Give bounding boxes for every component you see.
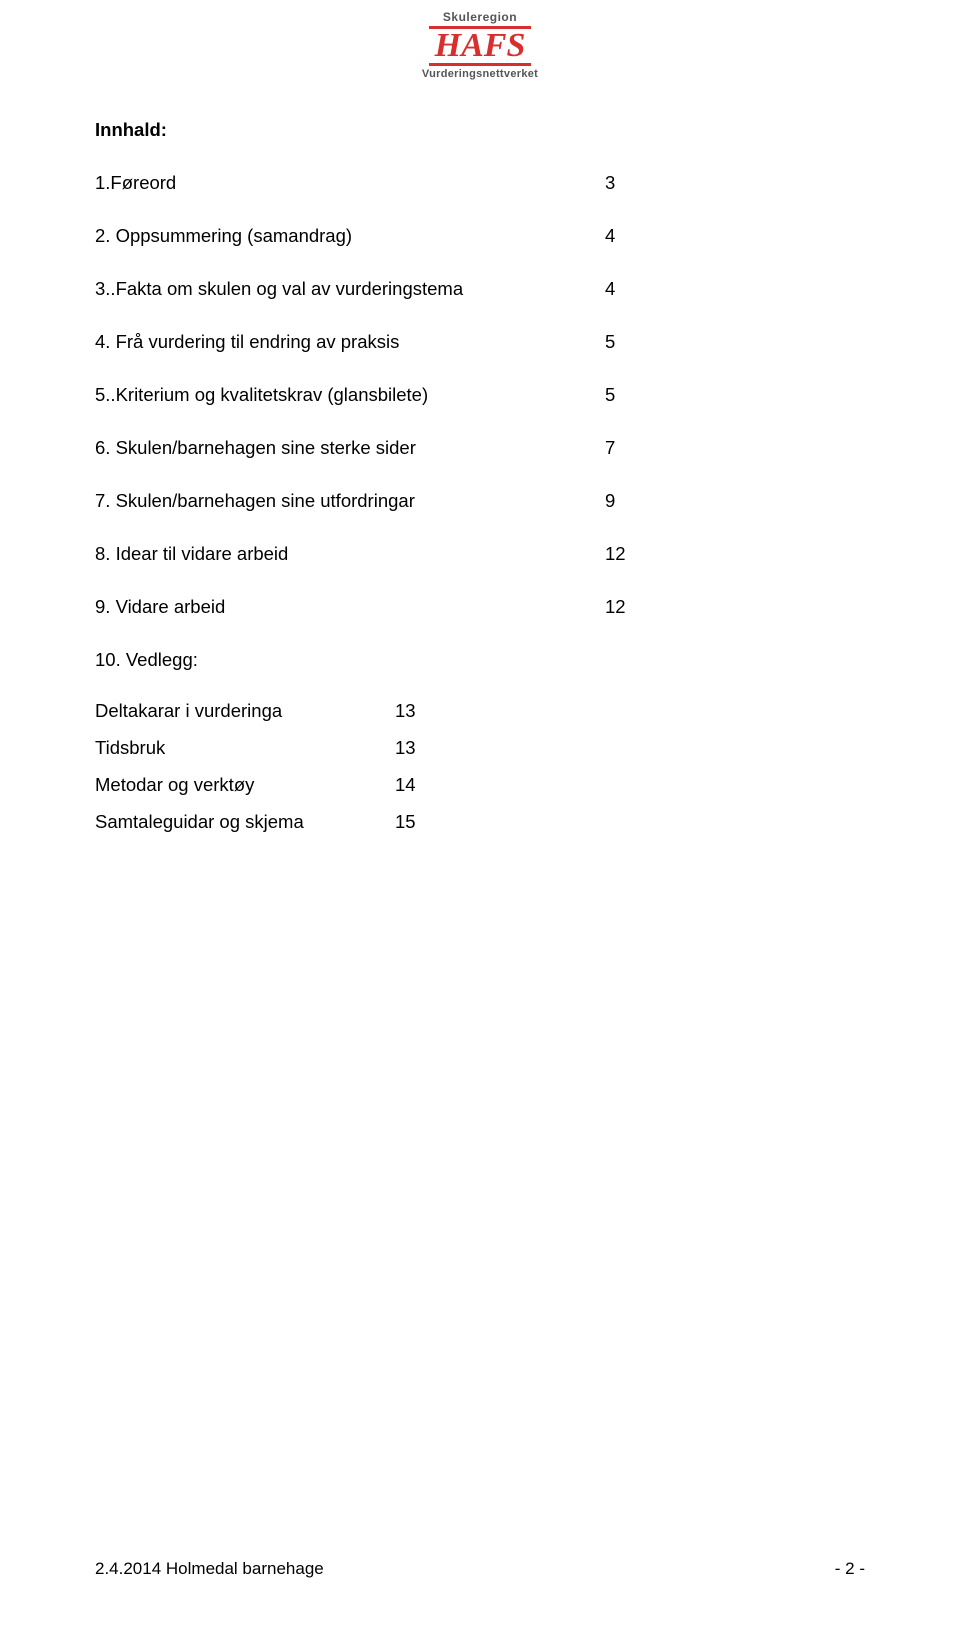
toc-page: 5 [605,330,645,355]
toc-label: 2. Oppsummering (samandrag) [95,224,605,249]
toc-row: 10. Vedlegg: [95,648,865,673]
toc-sub-row: Samtaleguidar og skjema 15 [95,810,865,835]
toc-label: 9. Vidare arbeid [95,595,605,620]
toc-sub-page: 14 [395,773,435,798]
toc-page: 7 [605,436,645,461]
toc-row: 9. Vidare arbeid 12 [95,595,865,620]
page-footer: 2.4.2014 Holmedal barnehage - 2 - [95,1559,865,1579]
toc-page: 4 [605,277,645,302]
toc-sub-block: Deltakarar i vurderinga 13 Tidsbruk 13 M… [95,699,865,835]
logo-brand: HAFS [360,26,600,66]
toc-sub-page: 15 [395,810,435,835]
toc-page: 5 [605,383,645,408]
toc-page [605,648,645,673]
toc-sub-label: Deltakarar i vurderinga [95,699,395,724]
toc-row: 2. Oppsummering (samandrag) 4 [95,224,865,249]
toc-sub-label: Samtaleguidar og skjema [95,810,395,835]
toc-label: 10. Vedlegg: [95,648,605,673]
toc-sub-row: Metodar og verktøy 14 [95,773,865,798]
toc-row: 5..Kriterium og kvalitetskrav (glansbile… [95,383,865,408]
toc-label: 6. Skulen/barnehagen sine sterke sider [95,436,605,461]
toc-row: 8. Idear til vidare arbeid 12 [95,542,865,567]
toc-label: 7. Skulen/barnehagen sine utfordringar [95,489,605,514]
logo-top-text: Skuleregion [360,10,600,24]
toc-sub-label: Metodar og verktøy [95,773,395,798]
toc-sub-row: Deltakarar i vurderinga 13 [95,699,865,724]
page-title: Innhald: [95,118,865,143]
toc-sub-page: 13 [395,736,435,761]
toc-page: 4 [605,224,645,249]
footer-right: - 2 - [835,1559,865,1579]
header-logo: Skuleregion HAFS Vurderingsnettverket [360,10,600,80]
logo-brand-text: HAFS [429,26,532,66]
toc-row: 6. Skulen/barnehagen sine sterke sider 7 [95,436,865,461]
toc-label: 3..Fakta om skulen og val av vurderingst… [95,277,605,302]
toc-page: 12 [605,595,645,620]
toc-sub-page: 13 [395,699,435,724]
toc-label: 4. Frå vurdering til endring av praksis [95,330,605,355]
toc-sub-label: Tidsbruk [95,736,395,761]
toc-label: 1.Føreord [95,171,605,196]
toc-row: 3..Fakta om skulen og val av vurderingst… [95,277,865,302]
logo-bottom-text: Vurderingsnettverket [360,68,600,80]
toc-label: 8. Idear til vidare arbeid [95,542,605,567]
footer-left: 2.4.2014 Holmedal barnehage [95,1559,324,1579]
toc-row: 1.Føreord 3 [95,171,865,196]
document-body: Innhald: 1.Føreord 3 2. Oppsummering (sa… [95,118,865,847]
toc-row: 7. Skulen/barnehagen sine utfordringar 9 [95,489,865,514]
toc-page: 3 [605,171,645,196]
toc-row: 4. Frå vurdering til endring av praksis … [95,330,865,355]
toc-page: 9 [605,489,645,514]
toc-sub-row: Tidsbruk 13 [95,736,865,761]
toc-label: 5..Kriterium og kvalitetskrav (glansbile… [95,383,605,408]
toc-page: 12 [605,542,645,567]
